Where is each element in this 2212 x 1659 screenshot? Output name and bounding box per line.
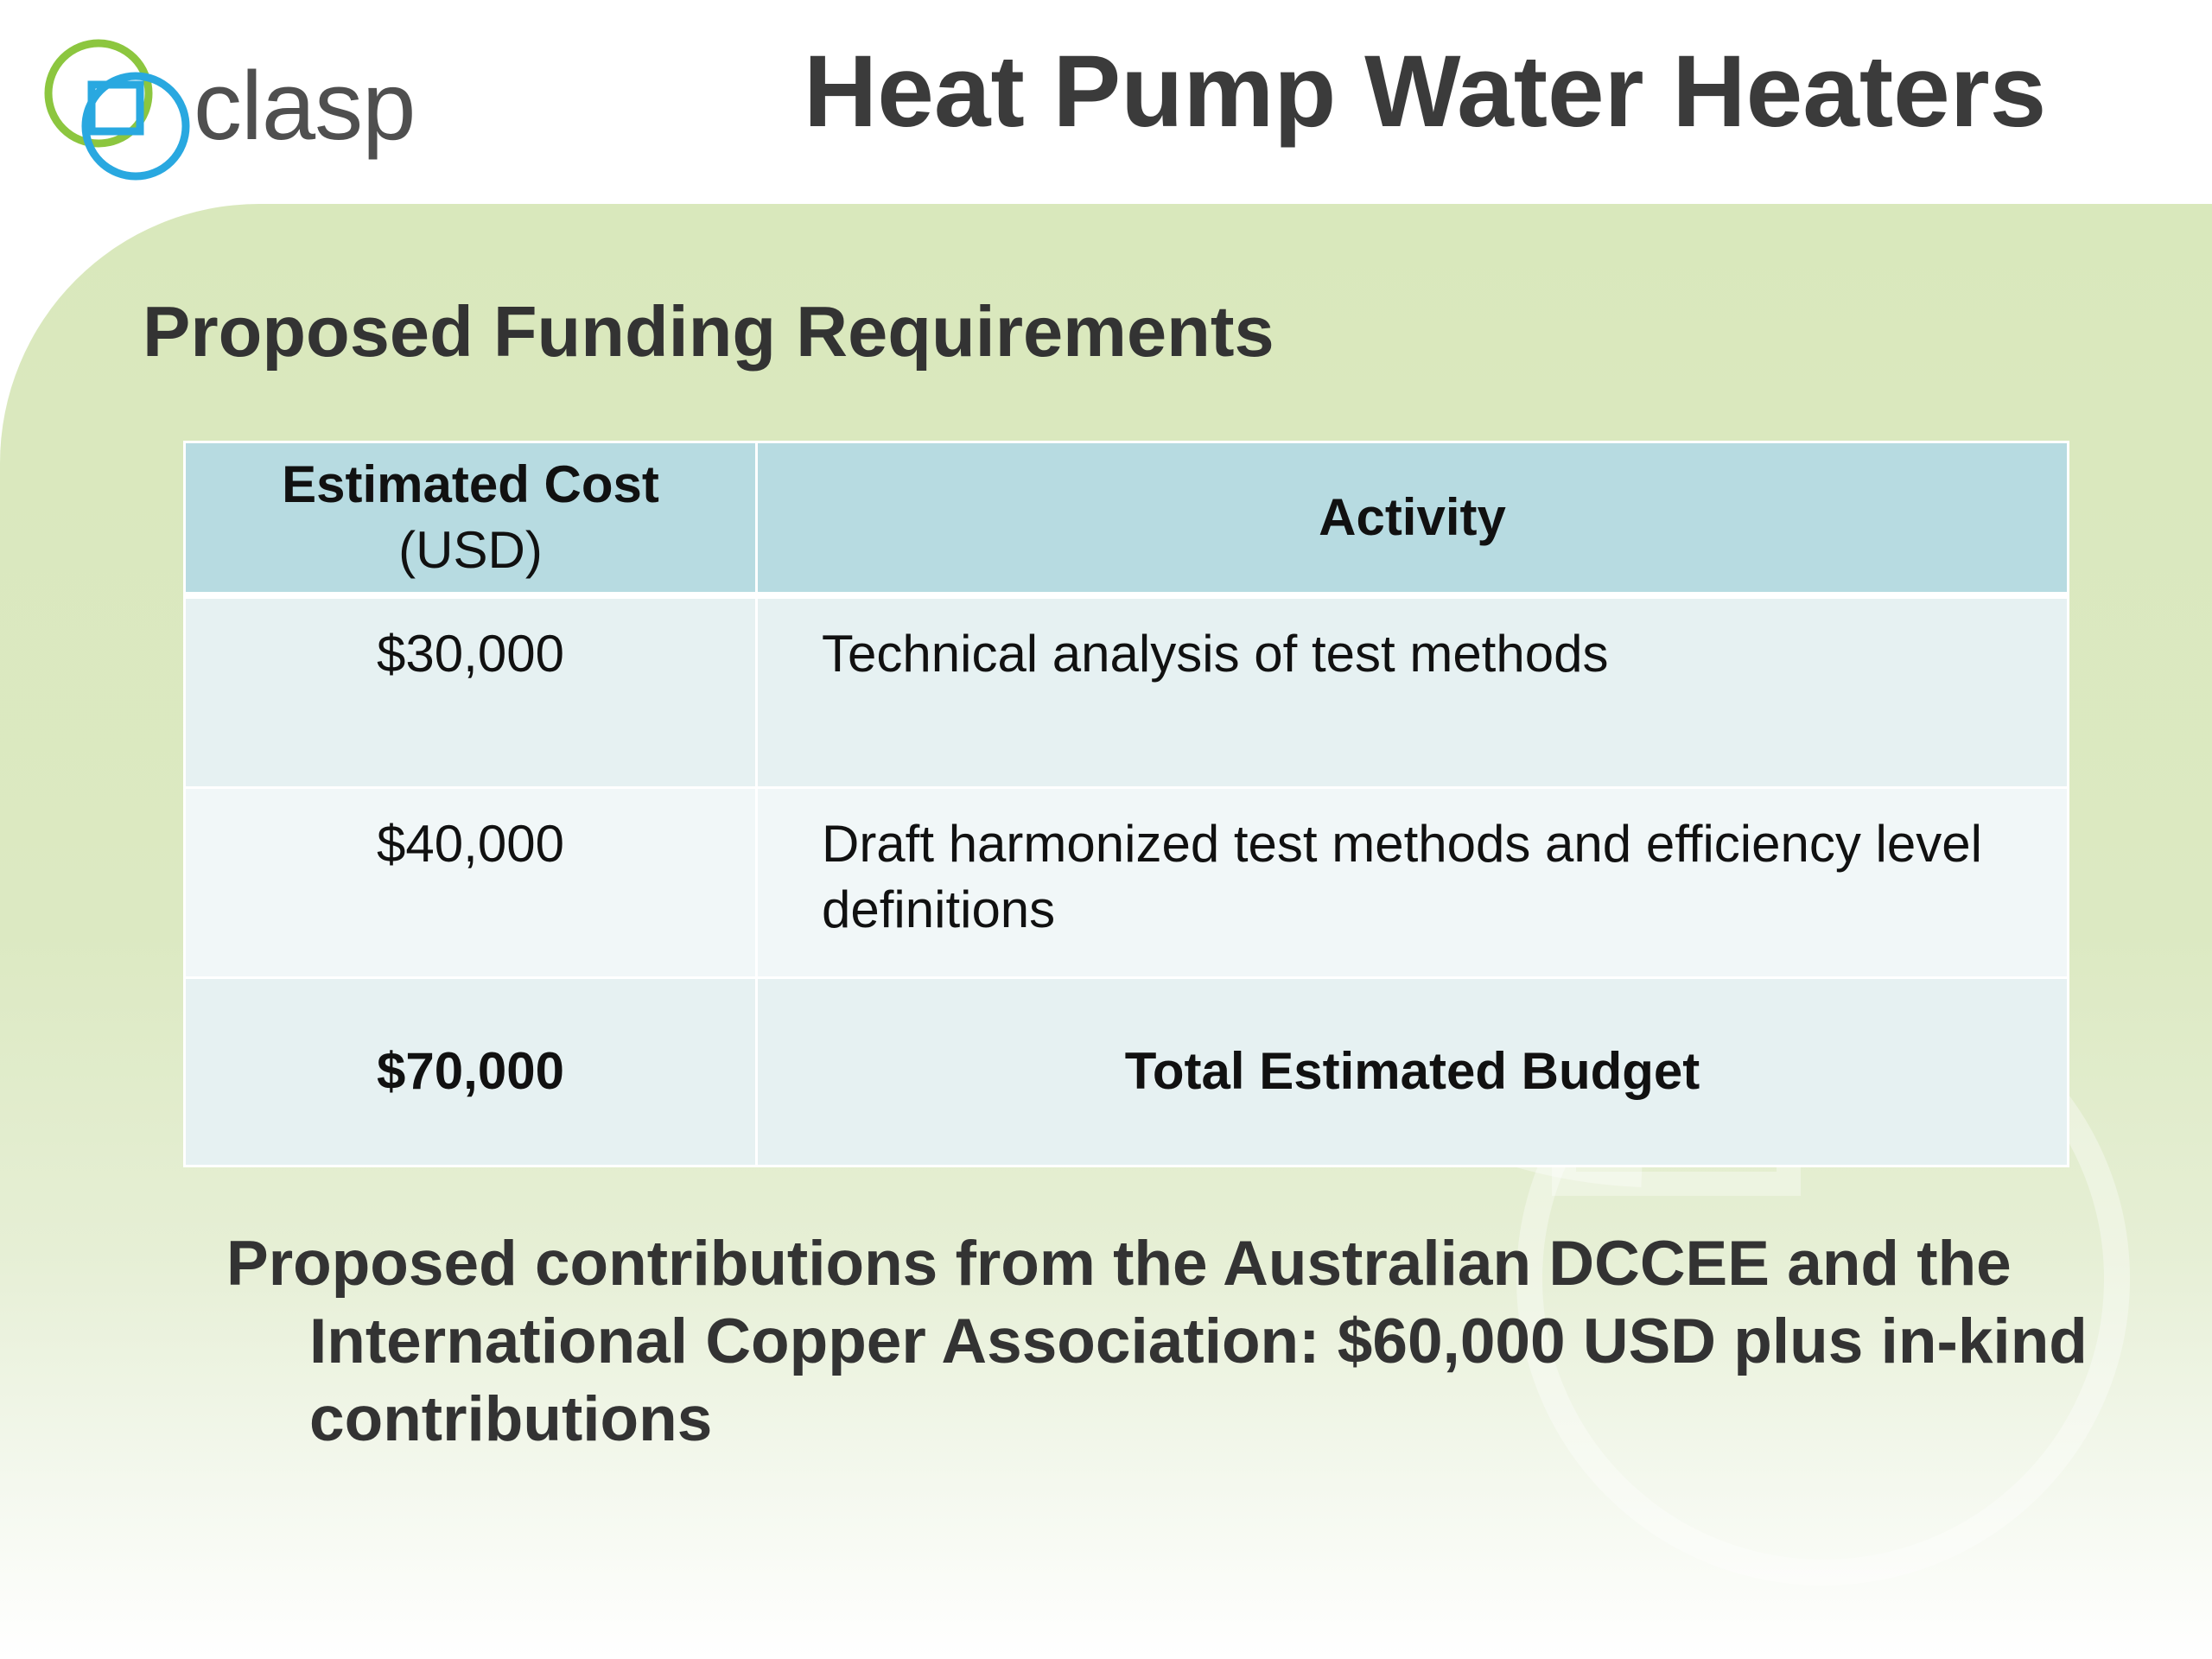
activity-cell: Draft harmonized test methods and effici… xyxy=(755,786,2069,979)
clasp-logo-icon xyxy=(44,39,190,181)
slide-title: Heat Pump Water Heaters xyxy=(804,35,2047,149)
header-estimated-cost: Estimated Cost (USD) xyxy=(183,441,758,599)
table-row: $40,000 Draft harmonized test methods an… xyxy=(183,786,2069,979)
header-activity-label: Activity xyxy=(1319,488,1506,546)
header-cost-unit: (USD) xyxy=(398,521,543,579)
header-cost-label: Estimated Cost xyxy=(282,455,659,513)
total-cost-cell: $70,000 xyxy=(183,976,758,1167)
cost-cell: $30,000 xyxy=(183,594,758,789)
total-row: $70,000 Total Estimated Budget xyxy=(183,976,2069,1167)
contributions-note: Proposed contributions from the Australi… xyxy=(226,1229,2088,1454)
brand-name: clasp xyxy=(194,52,416,160)
total-label-cell: Total Estimated Budget xyxy=(755,976,2069,1167)
cost-cell: $40,000 xyxy=(183,786,758,979)
table-header-row: Estimated Cost (USD) Activity xyxy=(183,441,2069,599)
activity-cell: Technical analysis of test methods xyxy=(755,594,2069,789)
table-row: $30,000 Technical analysis of test metho… xyxy=(183,594,2069,789)
section-title: Proposed Funding Requirements xyxy=(143,291,1274,372)
funding-table: Estimated Cost (USD) Activity $30,000 Te… xyxy=(183,441,2069,1167)
header-activity: Activity xyxy=(755,441,2069,599)
